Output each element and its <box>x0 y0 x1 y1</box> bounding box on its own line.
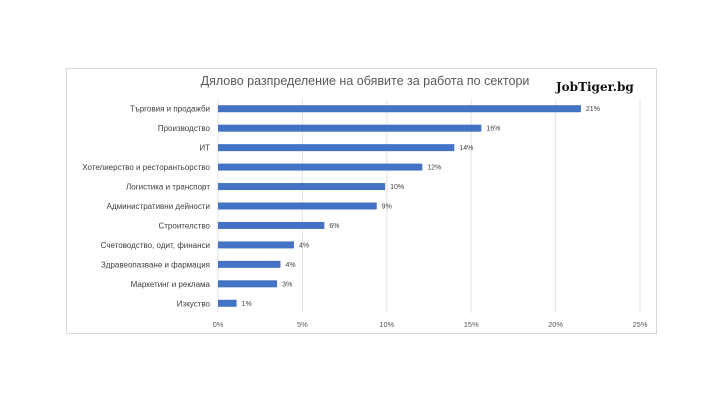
data-label: 6% <box>329 223 339 230</box>
chart-title: Дялово разпределение на обявите за работ… <box>200 74 530 88</box>
category-label: Административни дейности <box>107 202 210 211</box>
x-tick-label: 5% <box>297 320 308 329</box>
x-tick-label: 25% <box>632 320 647 329</box>
x-tick-label: 0% <box>213 320 224 329</box>
data-label: 14% <box>459 145 473 152</box>
category-label: Здравеопазване и фармация <box>101 260 210 269</box>
category-label: Счетоводство, одит, финанси <box>101 241 210 250</box>
category-label: Изкуство <box>177 299 211 308</box>
category-label: Производство <box>158 124 211 133</box>
bar <box>218 280 278 288</box>
bar <box>218 260 281 268</box>
data-label: 21% <box>586 106 600 113</box>
bar <box>218 221 325 229</box>
x-tick-label: 20% <box>548 320 563 329</box>
category-label: Логистика и транспорт <box>126 183 210 192</box>
category-label: Маркетинг и реклама <box>131 280 211 289</box>
bar <box>218 124 482 132</box>
data-label: 12% <box>427 165 441 172</box>
data-label: 10% <box>390 184 404 191</box>
data-label: 4% <box>299 242 309 249</box>
bar <box>218 299 237 307</box>
bar <box>218 144 455 152</box>
data-label: 9% <box>382 204 392 211</box>
bar <box>218 183 386 191</box>
bar <box>218 105 581 113</box>
bar <box>218 163 423 171</box>
category-label: Строителство <box>158 221 210 230</box>
data-label: 4% <box>285 262 295 269</box>
jobtiger-logo: JobTiger.bg <box>556 80 634 94</box>
category-label: ИТ <box>199 144 210 153</box>
data-label: 16% <box>486 126 500 133</box>
category-label: Хотелиерство и ресторантьорство <box>82 163 210 172</box>
bar <box>218 202 377 210</box>
category-label: Търговия и продажби <box>130 105 210 114</box>
x-tick-label: 10% <box>379 320 394 329</box>
bar <box>218 241 294 249</box>
data-label: 1% <box>242 301 252 308</box>
x-tick-label: 15% <box>464 320 479 329</box>
chart-frame <box>66 68 657 334</box>
data-label: 3% <box>282 281 292 288</box>
